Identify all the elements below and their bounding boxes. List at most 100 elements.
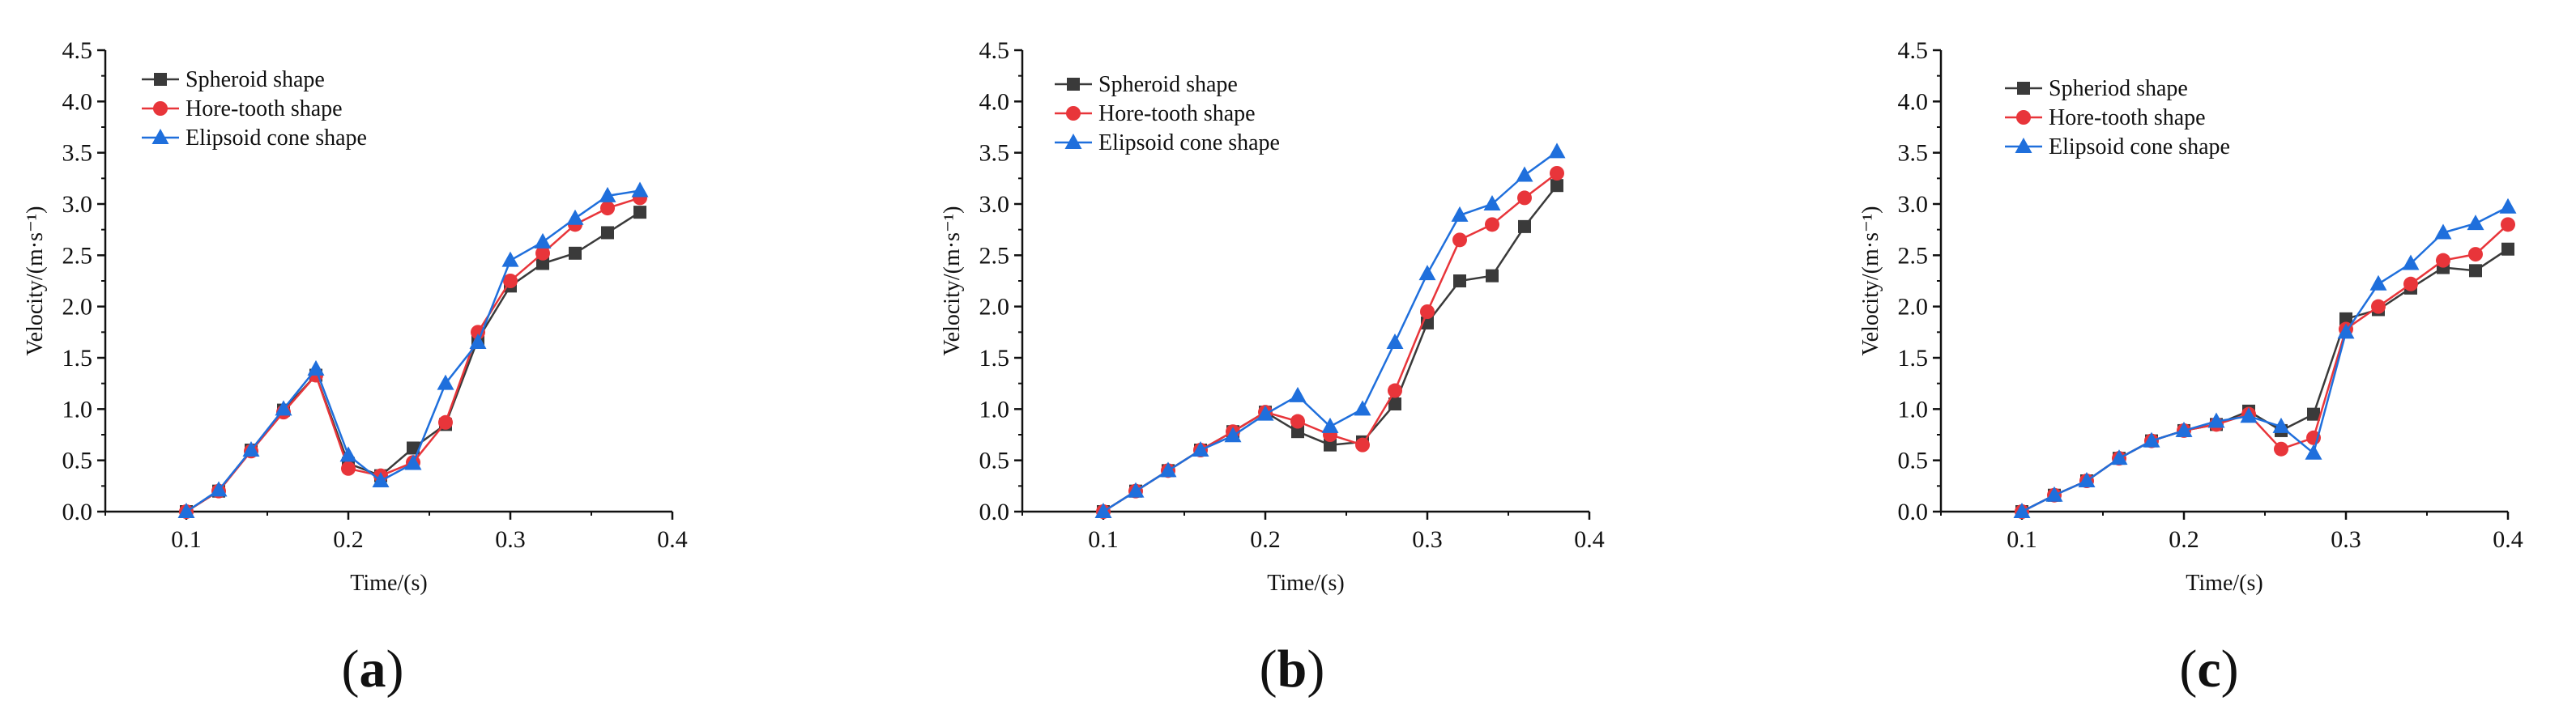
y-axis-title: Velocity/(m·s⁻¹): [1858, 206, 1883, 356]
legend-label: Hore-tooth shape: [1098, 101, 1256, 126]
data-point: [2403, 276, 2418, 291]
data-point: [437, 374, 454, 390]
legend-label: Elipsoid cone shape: [186, 125, 367, 151]
panel-label: (a): [342, 640, 404, 699]
series-2: [2015, 217, 2515, 519]
data-point: [1291, 425, 1304, 439]
y-tick-label: 0.0: [62, 499, 93, 525]
data-point: [534, 232, 552, 249]
data-point: [339, 446, 357, 462]
legend-marker: [2017, 82, 2030, 95]
data-point: [1224, 427, 1242, 443]
series-1: [180, 206, 646, 518]
legend-marker: [151, 129, 169, 144]
data-point: [2274, 441, 2288, 457]
y-tick-label: 0.0: [979, 499, 1010, 525]
data-point: [1518, 219, 1531, 233]
x-tick-label: 0.1: [171, 526, 202, 553]
series-line: [2021, 223, 2509, 513]
data-point: [1550, 179, 1563, 193]
y-tick-label: 4.5: [62, 37, 93, 64]
data-point: [599, 186, 616, 202]
data-point: [1354, 400, 1371, 416]
data-point: [2436, 253, 2450, 268]
legend-label: Elipsoid cone shape: [1098, 130, 1280, 155]
series-3: [2013, 198, 2517, 518]
data-point: [1451, 206, 1469, 222]
panel-label: (b): [1260, 640, 1325, 699]
data-point: [1486, 269, 1499, 283]
x-tick-label: 0.2: [1250, 526, 1281, 553]
legend: Spheroid shape Hore-tooth shape Elipsoid c…: [1055, 72, 1280, 155]
y-tick-label: 3.0: [1898, 191, 1929, 218]
y-tick-label: 2.0: [1898, 294, 1929, 321]
data-point: [177, 503, 195, 518]
data-point: [535, 245, 550, 261]
data-point: [2175, 421, 2193, 437]
data-point: [341, 461, 356, 476]
data-point: [210, 481, 228, 497]
data-point: [601, 226, 614, 240]
data-point: [1550, 166, 1564, 181]
x-tick-label: 0.3: [495, 526, 526, 553]
x-tick-label: 0.3: [2331, 526, 2361, 553]
x-axis-title: Time/(s): [2186, 571, 2263, 596]
x-tick-label: 0.3: [1412, 526, 1443, 553]
series-line: [2021, 206, 2509, 513]
x-tick-label: 0.2: [2169, 526, 2199, 553]
data-point: [2305, 444, 2322, 460]
data-point: [2402, 254, 2420, 270]
y-tick-label: 2.5: [62, 242, 93, 269]
data-point: [2307, 407, 2320, 421]
y-tick-label: 1.5: [979, 345, 1010, 372]
y-axis-title: Velocity/(m·s⁻¹): [940, 206, 965, 356]
y-tick-label: 4.5: [979, 37, 1010, 64]
data-point: [469, 334, 487, 349]
y-tick-label: 1.0: [1898, 396, 1929, 423]
data-point: [1386, 334, 1404, 349]
data-point: [1516, 166, 1533, 182]
legend-marker: [1064, 134, 1082, 149]
legend: Spheriod shape Hore-tooth shape Elipsoid c…: [2005, 76, 2230, 159]
data-point: [566, 209, 584, 225]
y-tick-label: 4.5: [1898, 37, 1929, 64]
x-axis-title: Time/(s): [350, 571, 427, 596]
data-point: [372, 472, 390, 487]
legend-marker: [154, 73, 167, 86]
data-point: [2468, 247, 2483, 262]
legend-marker: [2016, 110, 2031, 125]
data-point: [2499, 198, 2517, 214]
data-point: [2371, 299, 2386, 314]
legend-label: Spheroid shape: [186, 67, 325, 92]
y-tick-label: 1.5: [62, 345, 93, 372]
data-point: [1453, 274, 1466, 287]
data-point: [1517, 190, 1532, 206]
data-point: [404, 454, 422, 470]
data-point: [1420, 304, 1435, 319]
data-point: [2045, 486, 2063, 502]
data-point: [1548, 142, 1566, 159]
legend-marker: [1066, 106, 1081, 121]
data-point: [242, 441, 260, 457]
chart-panel-c: 0.0 0.5 1.0 1.5 2.0 2.5 3.0 3.5 4.0 4.5 0.1 0.2 0.3 0…: [1858, 37, 2523, 699]
y-tick-label: 4.0: [1898, 88, 1929, 115]
y-tick-label: 3.5: [979, 140, 1010, 167]
y-tick-label: 1.0: [979, 396, 1010, 423]
data-point: [2501, 217, 2515, 232]
x-axis-title: Time/(s): [1267, 571, 1344, 596]
data-point: [1452, 232, 1467, 248]
y-tick-label: 0.5: [1898, 448, 1929, 474]
legend-label: Hore-tooth shape: [2049, 105, 2206, 130]
data-point: [1483, 195, 1501, 210]
y-tick-label: 1.5: [1898, 345, 1929, 372]
legend-label: Spheroid shape: [1098, 72, 1238, 97]
data-point: [2240, 407, 2258, 423]
data-point: [307, 359, 325, 376]
data-point: [536, 257, 549, 270]
chart-panel-a: 0.0 0.5 1.0 1.5 2.0 2.5 3.0 3.5 4.0 4.5 0.1 0.2 0.3 0…: [23, 37, 688, 699]
data-point: [438, 414, 453, 430]
x-tick-label: 0.1: [1088, 526, 1119, 553]
y-tick-label: 0.0: [1898, 499, 1929, 525]
data-point: [1192, 441, 1209, 457]
legend-label: Spheriod shape: [2049, 76, 2188, 101]
